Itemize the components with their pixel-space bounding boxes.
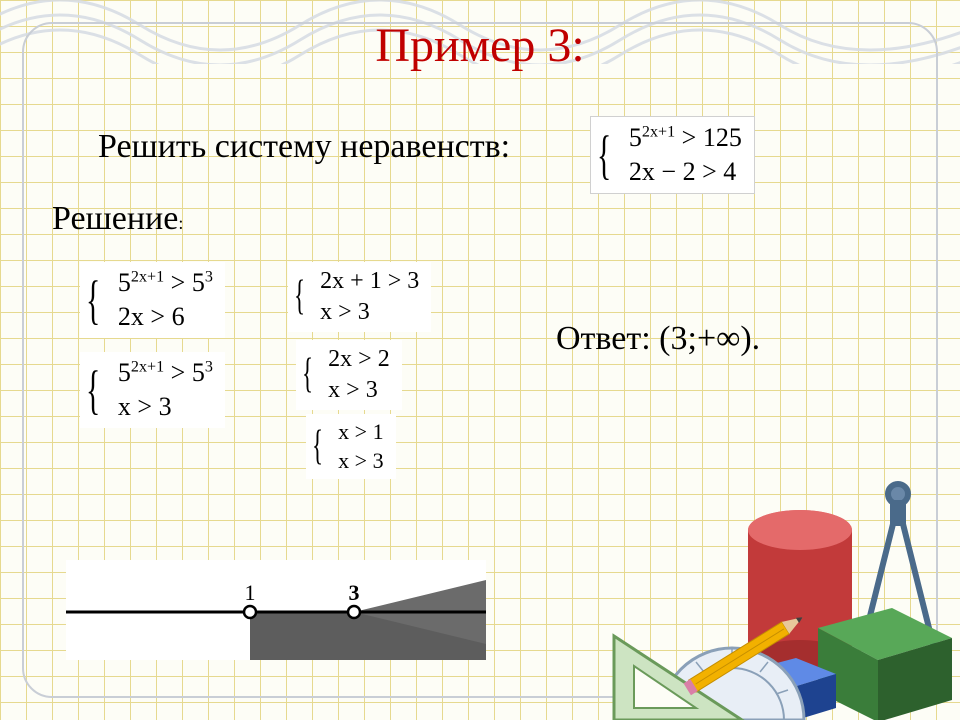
- system-given: { 52x+1 > 125 2x − 2 > 4: [590, 116, 755, 194]
- s2-top-exp: 2x+1: [131, 358, 164, 375]
- s4-bot: x > 3: [326, 375, 392, 406]
- s3-top: 2x + 1 > 3: [318, 266, 421, 297]
- brace-icon: {: [312, 428, 323, 466]
- svg-text:3: 3: [349, 580, 360, 605]
- s3-bot: x > 3: [318, 297, 421, 328]
- brace-icon: {: [302, 356, 313, 394]
- brace-icon: {: [86, 366, 100, 415]
- answer-text: Ответ: (3;+∞).: [556, 320, 760, 358]
- s5-bot: x > 3: [336, 447, 385, 476]
- system-step2: { 52x+1 > 53 x > 3: [80, 352, 225, 428]
- solution-label: Решение:: [52, 200, 183, 238]
- brace-icon: {: [597, 131, 611, 180]
- slide: Пример 3: Решить систему неравенств: Реш…: [0, 0, 960, 720]
- svg-text:1: 1: [245, 580, 256, 605]
- solution-word: Решение: [52, 200, 178, 237]
- sys-given-bot: 2x − 2 > 4: [627, 155, 744, 189]
- task-text: Решить систему неравенств:: [98, 128, 510, 166]
- system-step1: { 52x+1 > 53 2x > 6: [80, 262, 225, 338]
- s5-top: x > 1: [336, 418, 385, 447]
- number-line-diagram: 1 3: [66, 560, 486, 660]
- answer-value: (3;+∞).: [659, 320, 760, 357]
- brace-icon: {: [86, 276, 100, 325]
- system-step3: { 2x + 1 > 3 x > 3: [288, 262, 431, 332]
- sys-given-top-base: 5: [629, 123, 642, 152]
- s1-bot: 2x > 6: [116, 300, 215, 334]
- s1-top-rel: > 5: [164, 268, 205, 297]
- slide-title: Пример 3:: [0, 18, 960, 73]
- s2-bot: x > 3: [116, 390, 215, 424]
- sys-given-top-exp: 2x+1: [642, 123, 675, 140]
- s2-top-exp2: 3: [205, 358, 213, 375]
- s1-top-base: 5: [118, 268, 131, 297]
- system-step5: { x > 1 x > 3: [306, 414, 396, 479]
- s1-top-exp2: 3: [205, 268, 213, 285]
- sys-given-top-rel: > 125: [675, 123, 742, 152]
- system-step4: { 2x > 2 x > 3: [296, 340, 402, 410]
- s4-top: 2x > 2: [326, 344, 392, 375]
- s1-top-exp: 2x+1: [131, 268, 164, 285]
- solution-colon: :: [178, 213, 183, 233]
- s2-top-base: 5: [118, 358, 131, 387]
- brace-icon: {: [294, 278, 305, 316]
- s2-top-rel: > 5: [164, 358, 205, 387]
- answer-prefix: Ответ:: [556, 320, 659, 357]
